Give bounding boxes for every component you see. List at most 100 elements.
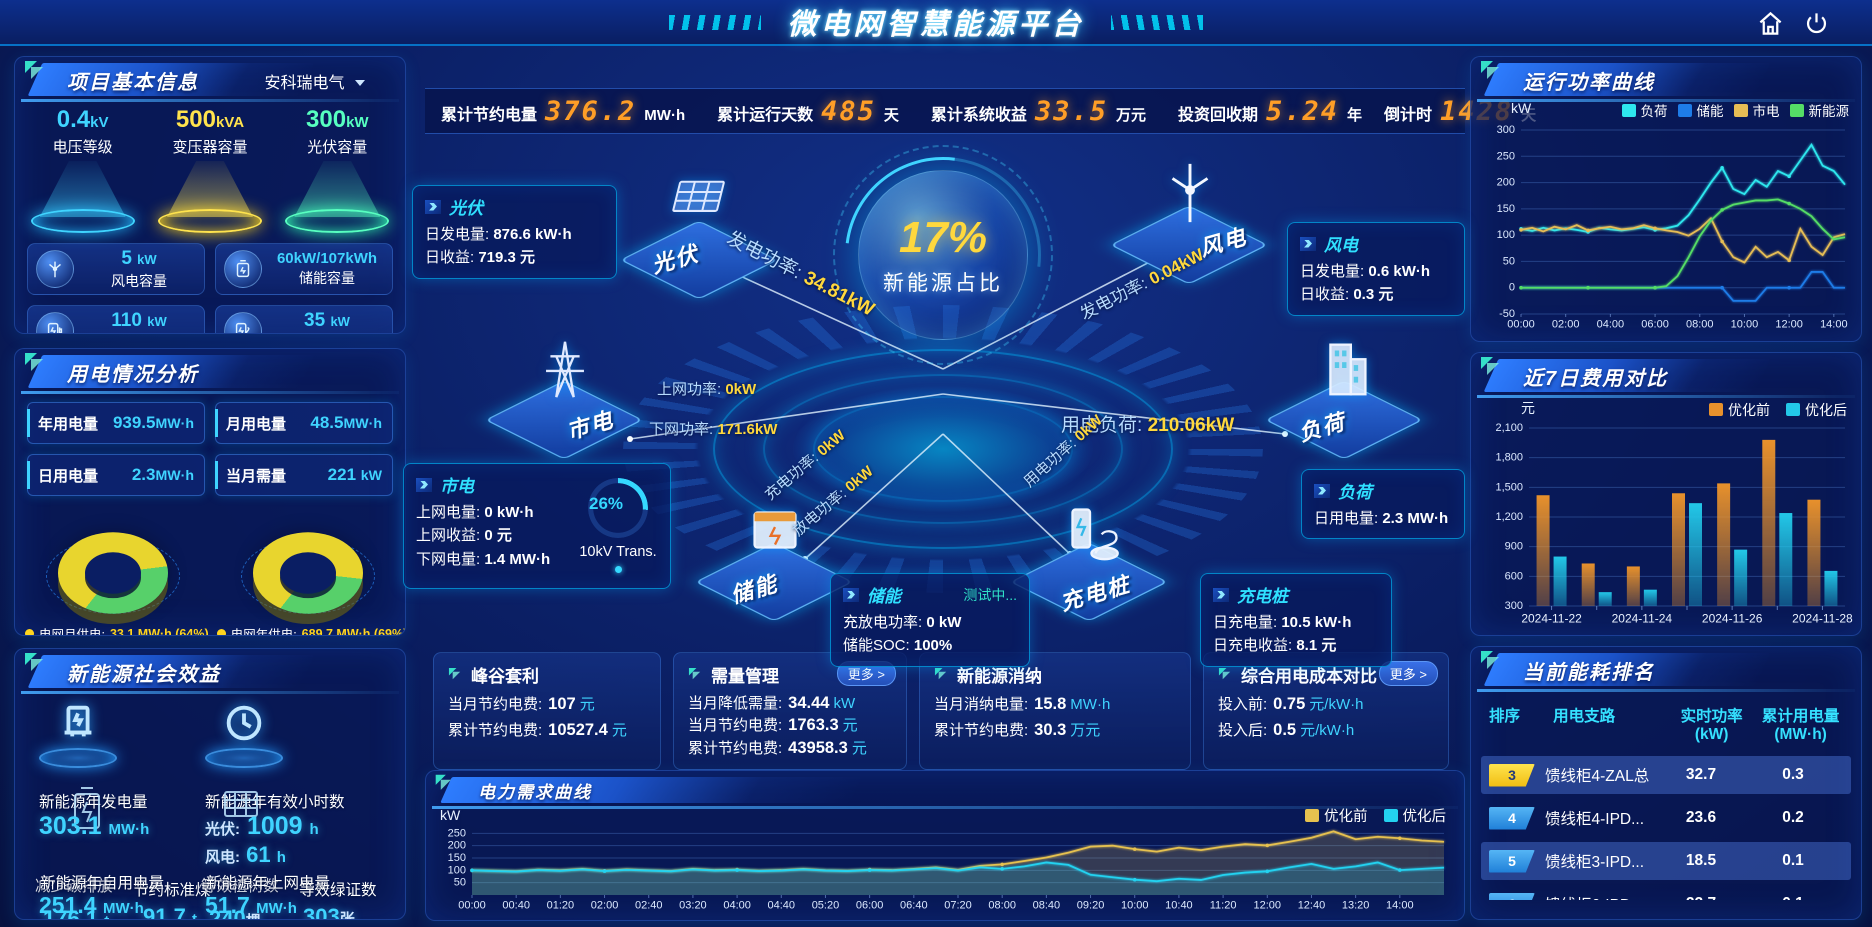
month-demand-stat: 当月需量 221 kW xyxy=(215,454,393,496)
summary-stats-bar: 累计节约电量 376.2 MW·h 累计运行天数 485 天 累计系统收益 33… xyxy=(425,88,1536,134)
rank-badge: 5 xyxy=(1489,849,1535,873)
month-supply-donut xyxy=(45,512,180,616)
energy-flow-diagram: 17% 新能源占比 光伏 风电 市电 负荷 储能 充电桩 光伏 日发电量: 87… xyxy=(403,134,1465,667)
capacity-cones: 0.4kV 电压等级 500kVA 变压器容量 300kW 光伏容量 xyxy=(15,98,405,233)
wind-info-box: 风电 日发电量: 0.6 kW·h 日收益: 0.3 元 xyxy=(1287,222,1465,316)
chevron-down-icon xyxy=(355,80,365,86)
panel-title: 电力需求曲线 xyxy=(478,783,592,802)
ranking-table-body: 3 馈线柜4-ZAL总 32.7 0.3 4 馈线柜4-IPD... 23.6 … xyxy=(1471,750,1861,900)
card-icon xyxy=(448,667,461,680)
power-analysis-panel: 用电情况分析 年用电量 939.5MW·h 月用电量 48.5MW·h 日用电量 2.… xyxy=(14,348,406,636)
selfuse-value: 251.4 MW·h xyxy=(39,892,144,918)
battery-container-icon xyxy=(753,511,797,549)
node-wind: 风电 xyxy=(1109,149,1269,299)
month-energy-stat: 月用电量 48.5MW·h xyxy=(215,402,393,444)
pv-capacity: 300kW 光伏容量 xyxy=(278,106,396,233)
charger-info-box: 充电桩 日充电量: 10.5 kW·h 日充电收益: 8.1 元 xyxy=(1200,573,1392,667)
node-pv: 光伏 xyxy=(619,164,779,314)
ac-charger-icon xyxy=(224,312,262,333)
chevron-icon xyxy=(416,477,432,492)
node-load: 负荷 xyxy=(1264,324,1424,474)
re-consumption-card: 新能源消纳 当月消纳电量: 15.8 MW·h 累计节约电费: 30.3 万元 xyxy=(919,652,1191,770)
glow-ring xyxy=(285,209,390,233)
page-title: 微电网智慧能源平台 xyxy=(787,9,1085,41)
wind-capacity-chip: 5 kW 风电容量 xyxy=(27,243,205,295)
card-icon xyxy=(934,667,947,680)
coal-value: 91.7 t xyxy=(143,904,197,920)
home-icon[interactable] xyxy=(1757,10,1784,37)
gen-label: 新能源年发电量 xyxy=(39,794,148,811)
wind-turbine-icon xyxy=(1171,163,1209,223)
cert-label: 等效绿证数 xyxy=(299,882,377,899)
stat-revenue: 累计系统收益 33.5 万元 xyxy=(930,95,1146,127)
panel-corner-icon xyxy=(23,651,49,677)
panel-title: 近7日费用对比 xyxy=(1523,368,1669,390)
flow-from-grid-power: 下网功率: 171.6kW xyxy=(649,421,778,438)
year-energy-stat: 年用电量 939.5MW·h xyxy=(27,402,205,444)
panel-corner-icon xyxy=(1479,649,1505,675)
header-decor-right xyxy=(1110,14,1203,30)
chevron-icon xyxy=(1213,587,1229,602)
flow-beams xyxy=(627,251,1288,562)
clock-icon xyxy=(201,700,287,768)
togrid-label: 新能源年上网电量 xyxy=(206,875,331,892)
y-axis-unit: 元 xyxy=(1521,400,1535,416)
card-icon xyxy=(688,667,701,680)
panel-corner-icon xyxy=(434,773,456,795)
trees-value: 240棵 xyxy=(209,906,261,920)
renewable-share-value: 17% xyxy=(898,213,988,262)
dc-charger-chip: 110 kW直流充电桩 xyxy=(27,305,205,333)
node-charger: 充电桩 xyxy=(1009,486,1169,636)
table-row[interactable]: 4 馈线柜4-IPD... 23.6 0.2 xyxy=(1481,799,1851,837)
glow-ring xyxy=(30,209,135,233)
ac-charger-chip: 35 kW交流充电桩 xyxy=(215,305,393,333)
cost-compare-panel: 近7日费用对比 元 优化前 优化后 xyxy=(1470,352,1862,636)
cost-compare-canvas xyxy=(1479,420,1853,632)
cost-compare-legend: 优化前 优化后 xyxy=(1709,400,1847,420)
transmission-tower-icon xyxy=(546,341,584,398)
hours-label: 新能源年有效小时数 xyxy=(205,794,345,811)
power-icon[interactable] xyxy=(1803,10,1830,37)
table-row[interactable]: 3 馈线柜4-ZAL总 32.7 0.3 xyxy=(1481,756,1851,794)
panel-title: 运行功率曲线 xyxy=(1523,72,1655,94)
header-decor-left xyxy=(669,14,762,30)
pv-info-box: 光伏 日发电量: 876.6 kW·h 日收益: 719.3 元 xyxy=(412,185,617,279)
rank-badge: 4 xyxy=(1489,806,1535,830)
transformer-capacity: 500kVA 变压器容量 xyxy=(151,106,269,233)
company-select[interactable]: 安科瑞电气 xyxy=(265,69,365,93)
demand-mgmt-card: 需量管理 更多 > 当月降低需量: 34.44 kW 当月节约电费: 1763.3 元 … xyxy=(673,652,907,770)
selfuse-label: 新能源年自用电量 xyxy=(40,875,165,892)
chevron-icon xyxy=(425,199,441,214)
panel-corner-icon xyxy=(1479,355,1505,381)
stat-payback: 投资回收期 5.24 年 xyxy=(1177,95,1363,127)
peak-valley-card: 峰谷套利 当月节约电费: 107 元 累计节约电费: 10527.4 元 xyxy=(433,652,661,770)
cost-compare-card: 综合用电成本对比 更多 > 投入前: 0.75 元/kW·h 投入后: 0.5 元/kW… xyxy=(1203,652,1449,770)
pv-hours: 光伏: 1009 h xyxy=(205,812,319,840)
storage-capacity-chip: 60kW/107kWh 储能容量 xyxy=(215,243,393,295)
panel-title: 当前能耗排名 xyxy=(1523,662,1655,684)
demand-curve-canvas xyxy=(436,807,1452,915)
card-icon xyxy=(1218,667,1231,680)
co2-value: 176.1 t xyxy=(43,906,109,920)
power-curve-panel: 运行功率曲线 kW 负荷 储能 市电 新能源 xyxy=(1470,56,1862,342)
trees-label: 等效植树数 xyxy=(201,878,279,895)
chevron-icon xyxy=(843,587,859,602)
wind-hours: 风电: 61 h xyxy=(205,842,286,867)
grid-info-box: 市电 上网电量: 0 kW·h 上网收益: 0 元 下网电量: 1.4 MW·h… xyxy=(403,463,671,589)
panel-corner-icon xyxy=(23,351,49,377)
test-status-badge: 测试中... xyxy=(963,586,1017,603)
co2-label: 减少碳排放 xyxy=(35,878,113,895)
table-row[interactable]: 6 馈线柜6-IPD 22.7 0.1 xyxy=(1481,885,1851,900)
table-row[interactable]: 5 馈线柜3-IPD... 18.5 0.1 xyxy=(1481,842,1851,880)
center-orb: 17% 新能源占比 xyxy=(858,170,1028,340)
dc-charger-icon xyxy=(36,312,74,333)
node-storage: 储能 xyxy=(694,486,854,636)
panel-title: 新能源社会效益 xyxy=(67,664,221,686)
solar-panel-icon xyxy=(224,791,258,817)
rank-badge: 3 xyxy=(1489,763,1535,787)
gen-value: 303.1 MW·h xyxy=(39,812,150,840)
building-icon xyxy=(1329,343,1367,396)
cert-value: 303张 xyxy=(303,904,355,920)
project-info-panel: 项目基本信息 安科瑞电气 0.4kV 电压等级 500kVA 变压器容量 300… xyxy=(14,56,406,334)
transformer-gauge: 26% 10kV Trans. xyxy=(578,478,658,573)
